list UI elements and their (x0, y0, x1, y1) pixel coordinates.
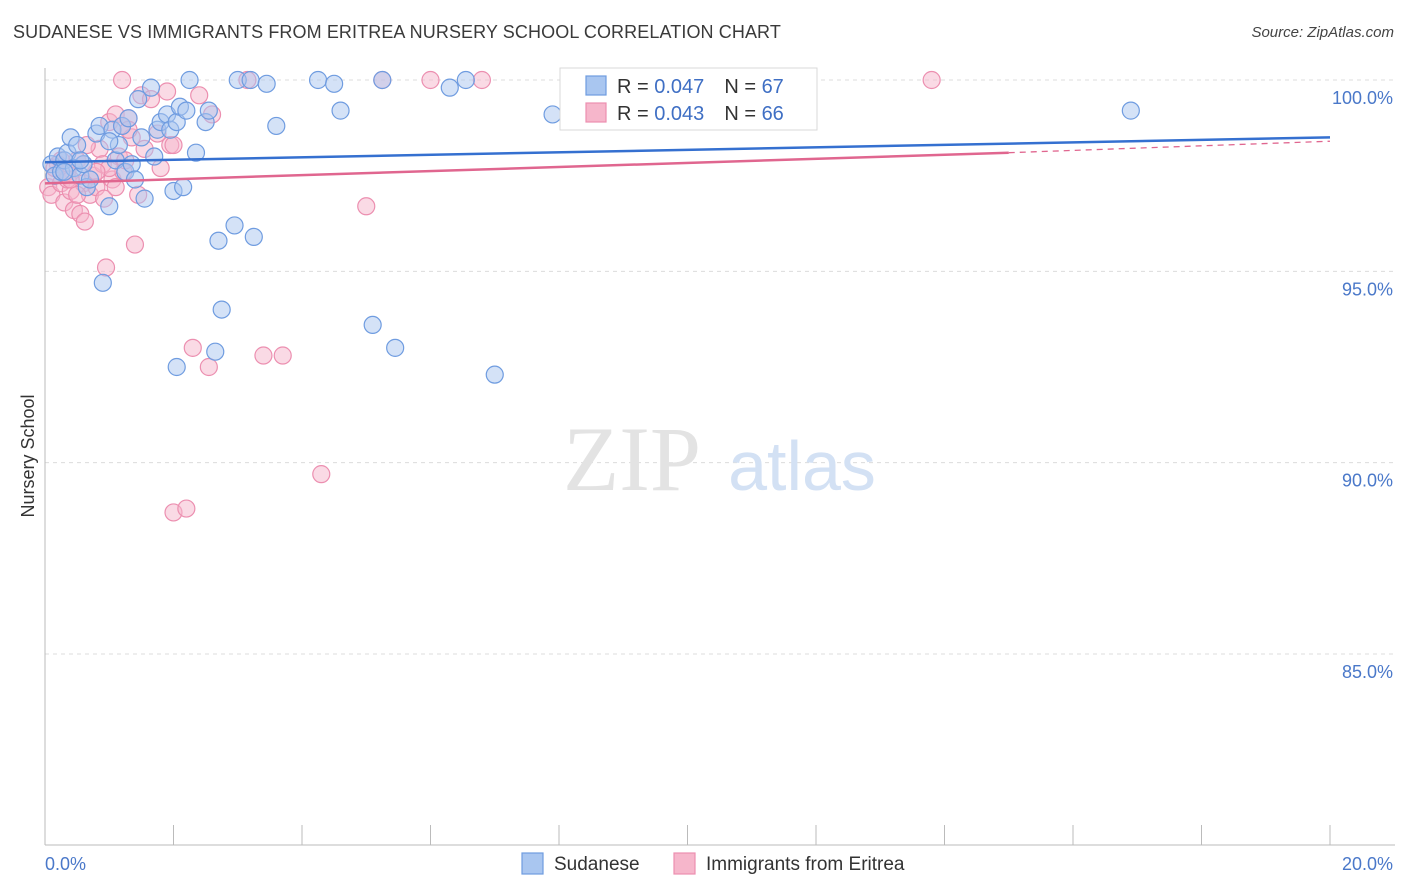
sudanese-point (129, 90, 148, 109)
legend-r-label: R = (617, 76, 654, 98)
sudanese-point (212, 300, 231, 319)
y-tick-label: 95.0% (1342, 279, 1393, 299)
eritrea-point (273, 346, 292, 365)
sudanese-point (177, 101, 196, 120)
bottom-legend-swatch-eritrea (673, 852, 696, 875)
bottom-legend-sudanese: Sudanese (554, 854, 640, 875)
sudanese-point (145, 147, 164, 166)
eritrea-point (112, 70, 132, 90)
eritrea-point (190, 86, 209, 105)
legend-row-sudanese: R = 0.047 N = 67 (617, 76, 784, 98)
legend-swatch-eritrea (585, 102, 607, 123)
sudanese-point (141, 78, 161, 97)
sudanese-point (180, 70, 199, 90)
eritrea-point (125, 235, 145, 254)
chart-title: SUDANESE VS IMMIGRANTS FROM ERITREA NURS… (13, 22, 781, 42)
eritrea-point (75, 212, 94, 231)
sudanese-point (199, 101, 218, 120)
sudanese-point (206, 342, 225, 361)
trend-lines (44, 136, 1331, 185)
bottom-legend: Sudanese Immigrants from Eritrea (521, 852, 905, 875)
legend: R = 0.047 N = 67 R = 0.043 N = 66 (559, 67, 818, 131)
y-tick-labels: 85.0% 90.0% 95.0% 100.0% (1332, 88, 1393, 682)
sudanese-point (267, 116, 286, 136)
sudanese-points (42, 70, 1140, 384)
sudanese-point (68, 135, 87, 155)
sudanese-point (244, 227, 263, 246)
x-tick-labels: 0.0% 20.0% (45, 854, 1393, 874)
x-tick-label-max: 20.0% (1342, 854, 1393, 874)
sudanese-point (325, 74, 344, 93)
y-tick-label: 100.0% (1332, 88, 1393, 108)
legend-n-label: N = (724, 76, 761, 98)
sudanese-point (331, 101, 350, 120)
sudanese-point (485, 365, 504, 384)
sudanese-point (100, 132, 119, 151)
eritrea-point (199, 357, 218, 377)
eritrea-point (421, 70, 440, 90)
sudanese-point (386, 338, 405, 357)
eritrea-point (157, 82, 177, 101)
grid-lines (45, 79, 1395, 655)
legend-n-value: 66 (762, 103, 784, 125)
sudanese-point (209, 231, 228, 250)
sudanese-point (456, 70, 475, 90)
sudanese-point (241, 70, 260, 90)
sudanese-point (186, 143, 206, 162)
legend-r-value: 0.047 (654, 76, 704, 98)
sudanese-point (100, 197, 119, 216)
bottom-legend-swatch-sudanese (521, 852, 544, 875)
sudanese-point (167, 357, 186, 377)
axes (44, 68, 1395, 846)
eritrea-trend-line (44, 151, 1009, 185)
eritrea-point (254, 346, 273, 365)
eritrea-point (177, 499, 196, 518)
legend-r-label: R = (617, 103, 654, 125)
sudanese-point (543, 105, 562, 124)
source-label: Source: ZipAtlas.com (1251, 24, 1394, 41)
y-tick-label: 85.0% (1342, 662, 1393, 682)
sudanese-point (119, 109, 138, 128)
sudanese-trend-line (44, 136, 1331, 164)
sudanese-point (174, 178, 193, 197)
sudanese-point (122, 155, 141, 174)
eritrea-trend-extension (1008, 140, 1331, 154)
sudanese-point (55, 162, 74, 181)
legend-row-eritrea: R = 0.043 N = 66 (617, 103, 784, 125)
sudanese-point (308, 70, 328, 90)
eritrea-point (96, 258, 116, 277)
eritrea-point (472, 70, 491, 90)
sudanese-point (363, 315, 382, 335)
x-tick-label-min: 0.0% (45, 854, 86, 874)
sudanese-point (257, 74, 276, 93)
eritrea-point (164, 135, 183, 155)
eritrea-point (312, 465, 331, 484)
watermark: ZIP atlas (563, 408, 876, 510)
legend-r-value: 0.043 (654, 103, 704, 125)
watermark-zip: ZIP (563, 408, 701, 510)
eritrea-point (357, 197, 376, 216)
eritrea-point (922, 70, 941, 90)
legend-n-value: 67 (762, 76, 784, 98)
sudanese-point (135, 189, 154, 208)
legend-n-label: N = (724, 103, 761, 125)
watermark-atlas: atlas (728, 427, 876, 505)
sudanese-point (373, 70, 392, 90)
sudanese-point (440, 78, 459, 97)
sudanese-point (80, 170, 100, 189)
eritrea-point (183, 338, 202, 357)
y-axis-label: Nursery School (18, 394, 38, 517)
sudanese-point (225, 216, 244, 235)
bottom-legend-eritrea: Immigrants from Eritrea (706, 854, 905, 875)
sudanese-point (132, 128, 151, 147)
sudanese-point (1121, 101, 1140, 120)
legend-swatch-sudanese (585, 75, 607, 96)
sudanese-point (93, 273, 112, 292)
y-tick-label: 90.0% (1342, 471, 1393, 491)
eritrea-point (106, 178, 125, 197)
